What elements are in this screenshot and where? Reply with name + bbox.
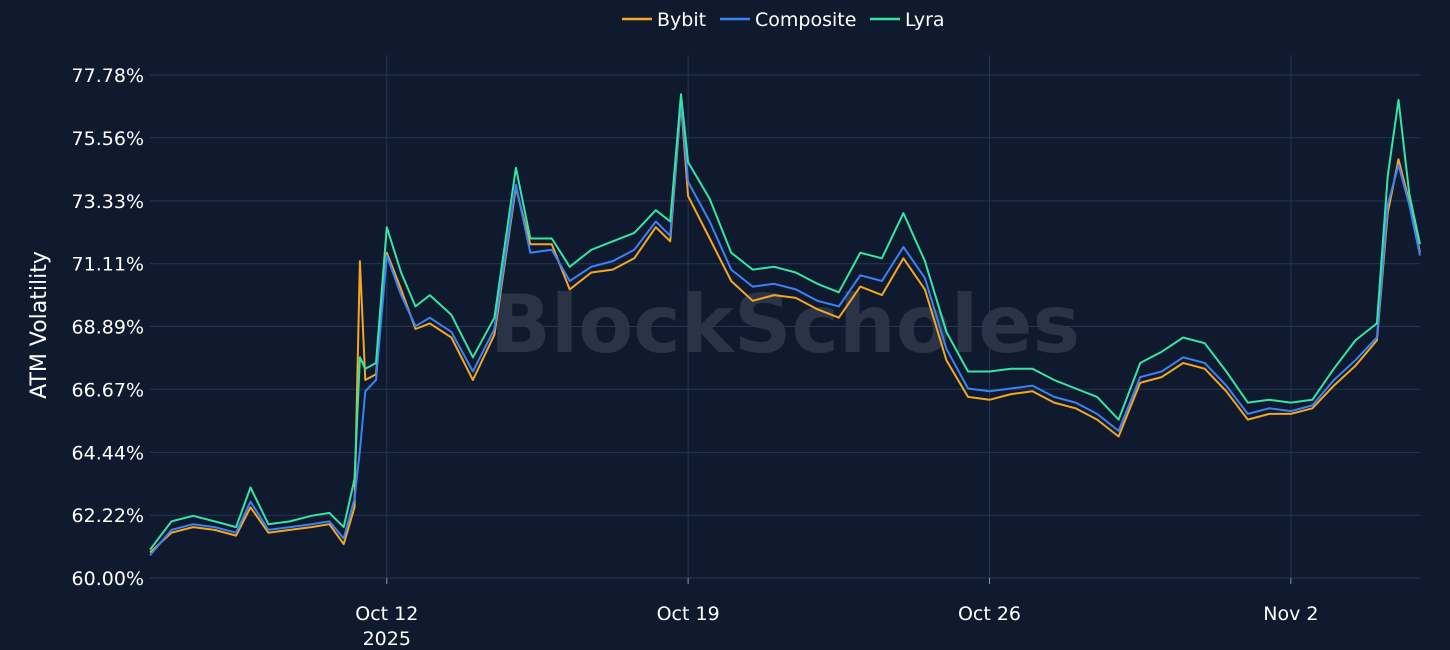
legend-label-composite: Composite — [755, 9, 856, 31]
watermark: BlockScholes — [490, 278, 1080, 371]
x-tick-label: Oct 12 — [355, 603, 418, 625]
grid — [150, 55, 1420, 579]
x-tick-label: Nov 2 — [1263, 603, 1318, 625]
y-tick-label: 77.78% — [72, 65, 144, 87]
legend: Bybit Composite Lyra — [622, 9, 945, 31]
y-tick-label: 66.67% — [72, 379, 144, 401]
series-line-composite — [149, 98, 1421, 557]
y-tick-label: 75.56% — [72, 128, 144, 150]
x-axis-ticks: Oct 12 2025 Oct 19 Oct 26 Nov 2 — [355, 578, 1318, 650]
y-axis-ticks: 60.00% 62.22% 64.44% 66.67% 68.89% 71.11% 73.3… — [72, 65, 144, 590]
x-tick-label: Oct 26 — [958, 603, 1021, 625]
y-tick-label: 64.44% — [72, 442, 144, 464]
x-tick-sublabel: 2025 — [363, 628, 411, 650]
series-lines — [149, 93, 1421, 557]
series-line-lyra — [149, 93, 1421, 551]
y-tick-label: 73.33% — [72, 191, 144, 213]
y-tick-label: 71.11% — [72, 254, 144, 276]
y-tick-label: 60.00% — [72, 568, 144, 590]
y-axis-label: ATM Volatility — [27, 251, 52, 399]
y-tick-label: 62.22% — [72, 505, 144, 527]
y-tick-label: 68.89% — [72, 317, 144, 339]
x-tick-label: Oct 19 — [657, 603, 720, 625]
legend-label-bybit: Bybit — [657, 9, 706, 31]
legend-label-lyra: Lyra — [905, 9, 945, 31]
